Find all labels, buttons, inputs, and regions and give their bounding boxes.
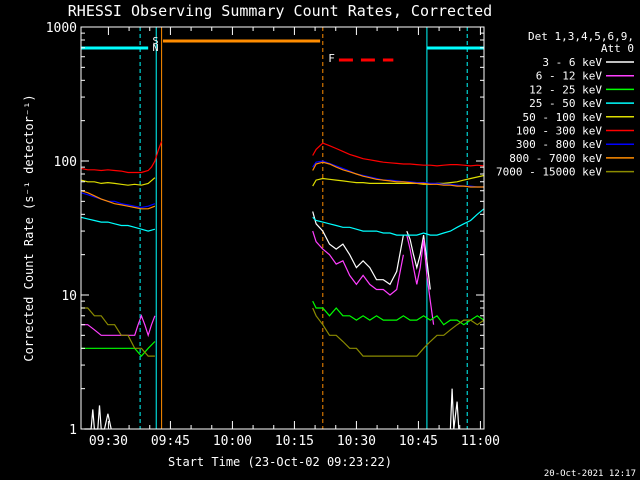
- series-line-6-segment-1: [80, 141, 163, 174]
- x-tick-label: 10:30: [337, 434, 376, 449]
- legend-label-8: 800 - 7000 keV: [509, 152, 602, 165]
- series-line-1-segment-3: [406, 230, 431, 290]
- series-line-9-segment-2: [312, 307, 485, 357]
- series-line-8-segment-2: [312, 161, 484, 188]
- x-tick-label: 10:15: [275, 434, 314, 449]
- legend-header-line-2: Att 0: [601, 42, 634, 55]
- series-line-4-segment-1: [80, 216, 156, 232]
- legend-label-1: 3 - 6 keV: [542, 56, 602, 69]
- series-line-1-segment-2: [312, 211, 404, 286]
- series-line-8-segment-1: [80, 190, 156, 210]
- legend-header-line-1: Det 1,3,4,5,6,9,: [528, 30, 634, 43]
- legend-label-6: 100 - 300 keV: [516, 125, 602, 138]
- y-tick-label: 10: [61, 289, 77, 304]
- series-line-7-segment-2: [312, 160, 484, 188]
- y-tick-label: 100: [54, 155, 77, 170]
- x-tick-label: 11:00: [461, 434, 500, 449]
- legend-label-3: 12 - 25 keV: [529, 83, 602, 96]
- series-line-3-segment-1: [81, 341, 156, 358]
- series-line-9-segment-1: [81, 307, 155, 357]
- legend-label-7: 300 - 800 keV: [516, 138, 602, 151]
- footer-timestamp: 20-Oct-2021 12:17: [544, 469, 636, 479]
- series-line-4-segment-2: [312, 208, 485, 236]
- series-line-2-segment-3: [406, 234, 435, 325]
- x-axis-label: Start Time (23-Oct-02 09:23:22): [168, 455, 392, 469]
- y-tick-label: 1000: [46, 21, 77, 36]
- legend-label-5: 50 - 100 keV: [523, 111, 603, 124]
- x-tick-label: 09:45: [151, 434, 190, 449]
- x-tick-label: 10:00: [213, 434, 252, 449]
- x-axis: 09:30 09:45 10:00 10:15 10:30 10:45 11:00: [89, 27, 500, 449]
- series-line-2-segment-2: [312, 230, 404, 296]
- saa-label-n: N: [153, 43, 159, 54]
- plot-frame: [80, 26, 485, 430]
- x-tick-label: 10:45: [399, 434, 438, 449]
- series-line-3-segment-2: [312, 300, 485, 326]
- legend-label-2: 6 - 12 keV: [536, 70, 603, 83]
- chart-title: RHESSI Observing Summary Count Rates, Co…: [68, 2, 492, 20]
- y-axis: 1 10 100 1000: [46, 21, 484, 438]
- series-line-5-segment-2: [312, 174, 485, 187]
- legend-label-4: 25 - 50 keV: [529, 97, 602, 110]
- series-line-5-segment-1: [80, 177, 156, 186]
- series-line-6-segment-2: [312, 142, 485, 167]
- saa-label-s: S: [153, 36, 159, 47]
- flare-label: F: [328, 52, 335, 65]
- legend-label-9: 7000 - 15000 keV: [496, 166, 602, 179]
- x-tick-label: 09:30: [89, 434, 128, 449]
- y-tick-label: 1: [69, 423, 77, 438]
- y-axis-label: Corrected Count Rate (s⁻¹ detector⁻¹): [22, 94, 36, 361]
- series-line-7-segment-1: [80, 192, 156, 209]
